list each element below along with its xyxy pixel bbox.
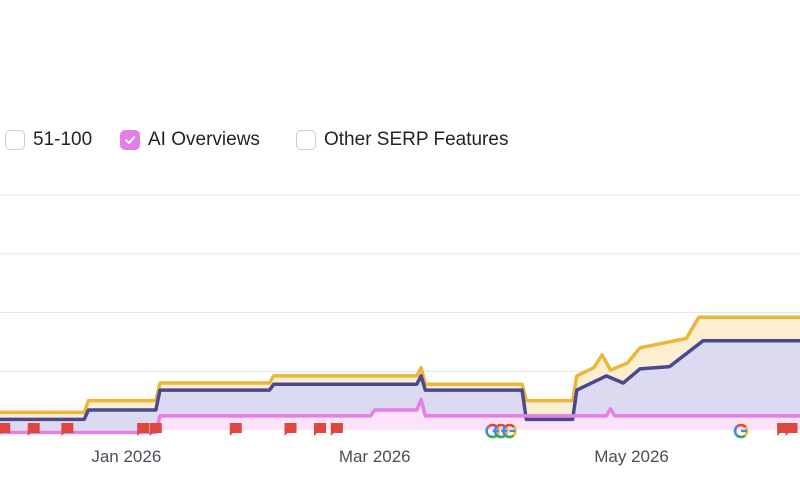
check-icon [125, 136, 136, 144]
checkbox-ai-overviews[interactable] [120, 130, 140, 150]
series-line-2 [0, 397, 800, 435]
annotation-flag-icon [229, 423, 242, 436]
series-line-1 [0, 338, 800, 422]
annotation-flag-icon [27, 423, 40, 436]
annotation-flag-icon [0, 423, 11, 435]
annotation-flag-icon [284, 423, 297, 436]
x-tick-label-1: Mar 2026 [339, 447, 411, 466]
x-tick-label-0: Jan 2026 [91, 447, 161, 466]
google-update-icon [502, 423, 517, 439]
legend-item-ai-overviews[interactable]: AI Overviews [120, 124, 260, 156]
series-area-2 [0, 399, 800, 433]
google-update-icon [733, 423, 749, 439]
annotation-flag-icon [785, 423, 798, 436]
annotation-flag-icon [149, 423, 162, 436]
annotation-flag-icon [137, 423, 150, 436]
checkbox-other-serp-features[interactable] [296, 130, 316, 150]
annotation-flag-icon [314, 423, 326, 436]
checkbox-51-100[interactable] [5, 130, 25, 150]
annotation-flag-icon [61, 423, 74, 436]
x-tick-label-2: May 2026 [594, 447, 669, 466]
legend-item-51-100[interactable]: 51-100 [5, 124, 92, 156]
legend-label-51-100: 51-100 [33, 129, 93, 150]
legend-label-ai-overviews: AI Overviews [148, 129, 260, 150]
legend-label-other-serp-features: Other SERP Features [324, 129, 509, 150]
annotation-flag-icon [330, 423, 343, 436]
legend-item-other-serp-features[interactable]: Other SERP Features [296, 124, 508, 156]
